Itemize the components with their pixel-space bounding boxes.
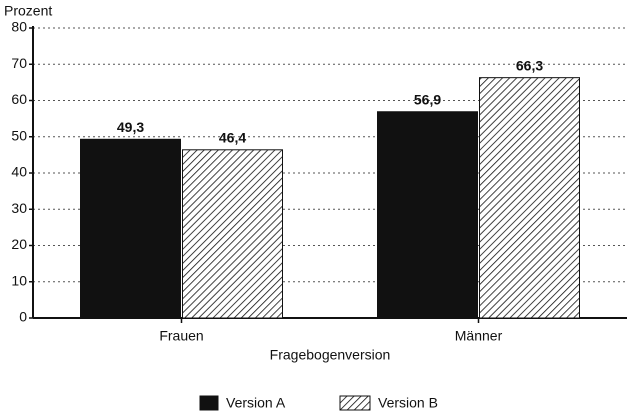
- x-tick-label: Frauen: [159, 328, 203, 344]
- value-label: 46,4: [219, 130, 246, 146]
- y-tick-label: 40: [11, 164, 27, 180]
- bar: [182, 149, 283, 319]
- bar: [377, 111, 478, 319]
- y-tick-label: 60: [11, 91, 27, 107]
- legend-swatch: [199, 395, 219, 411]
- bar: [80, 138, 181, 319]
- x-tick-label: Männer: [455, 328, 503, 344]
- y-tick-label: 50: [11, 127, 27, 143]
- y-tick-label: 80: [11, 19, 27, 35]
- value-label: 66,3: [516, 57, 543, 73]
- legend-label: Version A: [226, 395, 286, 411]
- bar: [479, 77, 580, 319]
- y-tick-label: 10: [11, 272, 27, 288]
- legend-label: Version B: [378, 395, 438, 411]
- x-axis-label: Fragebogenversion: [270, 347, 391, 363]
- value-label: 49,3: [117, 119, 144, 135]
- y-tick-label: 70: [11, 55, 27, 71]
- legend-swatch: [339, 395, 371, 411]
- value-label: 56,9: [414, 91, 441, 107]
- y-tick-label: 30: [11, 200, 27, 216]
- y-tick-label: 20: [11, 236, 27, 252]
- y-tick-label: 0: [19, 309, 27, 325]
- y-axis-label: Prozent: [4, 3, 52, 19]
